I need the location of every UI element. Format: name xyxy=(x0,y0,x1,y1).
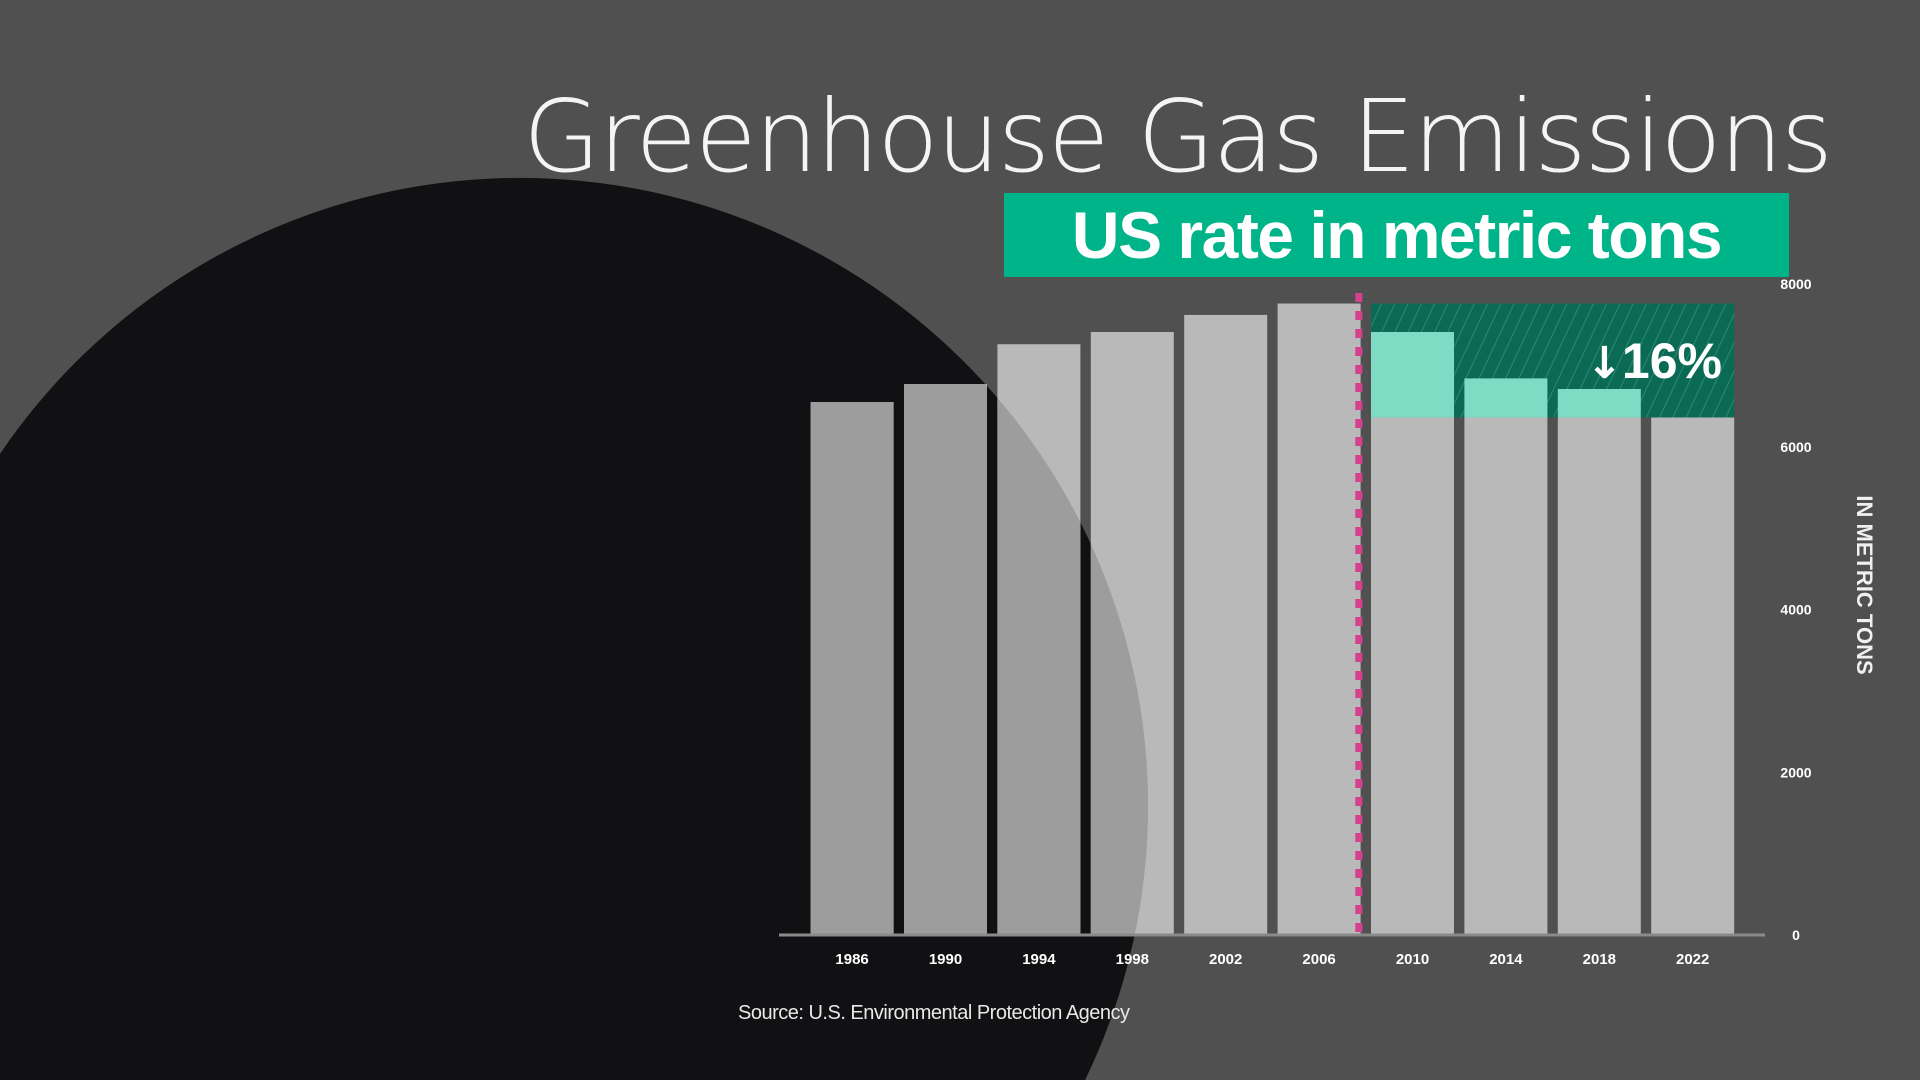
y-tick-label: 0 xyxy=(1792,927,1800,943)
y-tick-labels: 0 2000 4000 6000 8000 xyxy=(1780,276,1811,943)
arrow-down-icon: ↓ xyxy=(1586,338,1623,389)
bar-2010 xyxy=(1371,332,1454,936)
x-tick-labels: 1986 1990 1994 1998 2002 2006 2010 2014 2018 2022 xyxy=(835,951,1709,968)
source-note: Source: U.S. Environmental Protection Ag… xyxy=(738,1002,1130,1024)
x-tick-label: 1998 xyxy=(1116,951,1149,968)
y-tick-label: 2000 xyxy=(1780,764,1811,780)
bar-shade-1990 xyxy=(904,384,987,935)
bar-highlight-2010 xyxy=(1371,332,1454,418)
x-tick-label: 1986 xyxy=(835,951,868,968)
bar-highlight-2014 xyxy=(1464,378,1548,418)
x-tick-label: 2014 xyxy=(1489,951,1523,968)
y-tick-label: 4000 xyxy=(1780,602,1811,618)
x-tick-label: 2002 xyxy=(1209,951,1242,968)
bar-2022 xyxy=(1651,417,1735,936)
y-axis-title: IN METRIC TONS xyxy=(1852,495,1877,674)
bar-highlight-2018 xyxy=(1557,388,1641,418)
subtitle-banner: US rate in metric tons xyxy=(1004,193,1789,277)
x-tick-label: 1990 xyxy=(929,951,962,968)
highlight-region xyxy=(1355,293,1735,935)
bar-shade-1986 xyxy=(810,401,894,935)
bar-2006 xyxy=(1277,303,1361,935)
x-tick-label: 2022 xyxy=(1676,951,1709,968)
bar-2018 xyxy=(1557,388,1641,935)
page-title: Greenhouse Gas Emissions xyxy=(523,78,1833,195)
change-annotation: ↓ 16% xyxy=(1586,333,1722,389)
x-tick-label: 2006 xyxy=(1302,951,1335,968)
bar-2014 xyxy=(1464,378,1548,935)
bar-2002 xyxy=(1184,314,1268,935)
change-label: 16% xyxy=(1622,333,1722,389)
x-tick-label: 2018 xyxy=(1583,951,1616,968)
y-tick-label: 8000 xyxy=(1780,276,1811,292)
y-tick-label: 6000 xyxy=(1780,439,1811,455)
x-tick-label: 1994 xyxy=(1022,951,1056,968)
x-tick-label: 2010 xyxy=(1396,951,1429,968)
